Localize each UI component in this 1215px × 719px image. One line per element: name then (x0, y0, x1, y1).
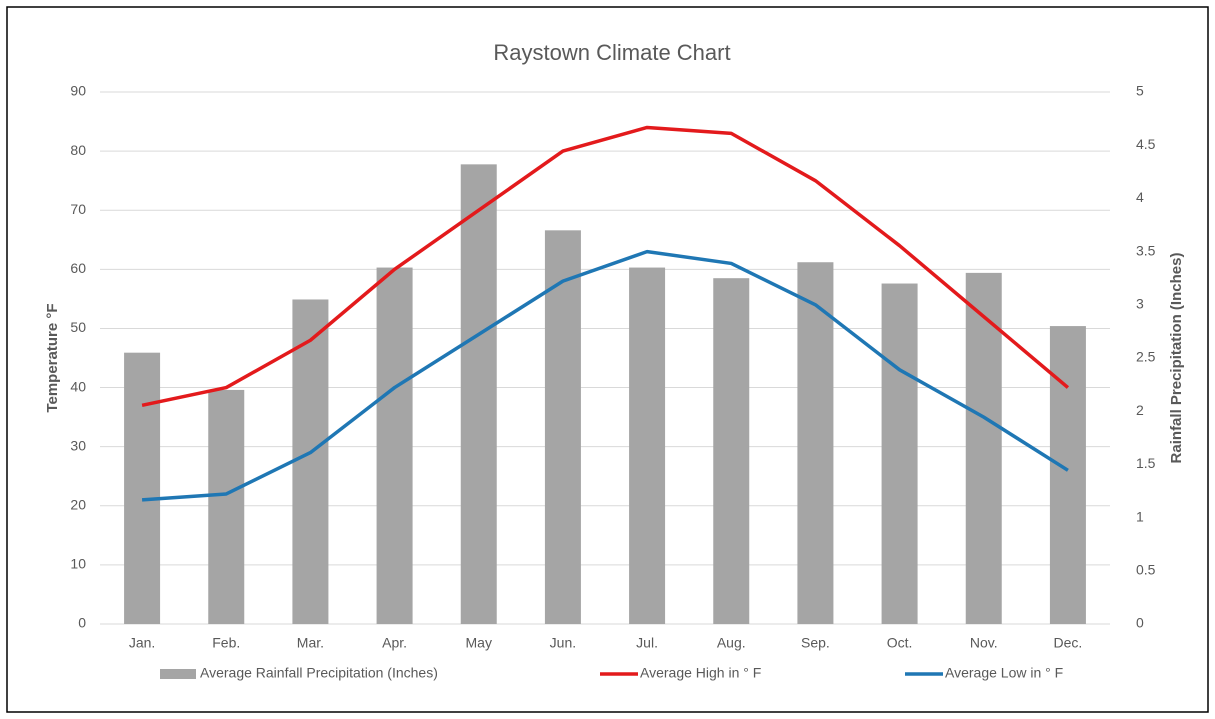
y-tick-label: 60 (70, 260, 86, 276)
x-tick-label: Feb. (212, 635, 240, 651)
y2-axis-label: Rainfall Precipitation (Inches) (1168, 253, 1185, 464)
y2-tick-label: 3 (1136, 296, 1144, 312)
bar (1049, 326, 1086, 624)
x-tick-label: Nov. (970, 635, 998, 651)
x-tick-label: May (466, 635, 492, 651)
y2-tick-label: 4.5 (1136, 136, 1156, 152)
line (141, 125, 1070, 408)
y2-tick-label: 4 (1136, 189, 1144, 205)
x-tick-label: Oct. (887, 635, 913, 651)
bar (292, 299, 329, 624)
bar (208, 389, 245, 624)
bar (124, 352, 161, 624)
x-tick-label: Dec. (1054, 635, 1083, 651)
bar (544, 230, 581, 624)
y2-tick-label: 3.5 (1136, 242, 1156, 258)
y2-tick-label: 2.5 (1136, 349, 1156, 365)
chart-title: Raystown Climate Chart (493, 40, 730, 65)
y-tick-label: 40 (70, 378, 86, 394)
bar (376, 267, 413, 624)
legend-swatch (160, 669, 196, 679)
y2-tick-label: 5 (1136, 83, 1144, 99)
x-tick-label: Apr. (382, 635, 407, 651)
legend-label: Average High in ° F (640, 665, 761, 681)
x-tick-label: Jul. (636, 635, 658, 651)
y-tick-label: 90 (70, 83, 86, 99)
bar (460, 164, 497, 625)
y-tick-label: 70 (70, 201, 86, 217)
legend-label: Average Low in ° F (945, 665, 1063, 681)
y2-tick-label: 0.5 (1136, 562, 1156, 578)
line (141, 249, 1069, 502)
x-tick-label: Sep. (801, 635, 830, 651)
bar (629, 267, 666, 624)
y-tick-label: 80 (70, 142, 86, 158)
bar (965, 272, 1002, 624)
y-tick-label: 30 (70, 437, 86, 453)
bar (797, 262, 834, 624)
x-tick-label: Mar. (297, 635, 324, 651)
y-tick-label: 10 (70, 556, 86, 572)
y2-tick-label: 1 (1136, 508, 1144, 524)
y-tick-label: 0 (78, 615, 86, 631)
y2-tick-label: 0 (1136, 615, 1144, 631)
y-axis-label: Temperature °F (44, 303, 61, 412)
y2-tick-label: 2 (1136, 402, 1144, 418)
y-tick-label: 50 (70, 319, 86, 335)
x-tick-label: Jan. (129, 635, 155, 651)
legend-label: Average Rainfall Precipitation (Inches) (200, 665, 438, 681)
y2-tick-label: 1.5 (1136, 455, 1156, 471)
bar (713, 278, 750, 624)
y-tick-label: 20 (70, 496, 86, 512)
bar (881, 283, 918, 624)
x-tick-label: Jun. (550, 635, 576, 651)
x-tick-label: Aug. (717, 635, 746, 651)
frame (6, 6, 1209, 713)
